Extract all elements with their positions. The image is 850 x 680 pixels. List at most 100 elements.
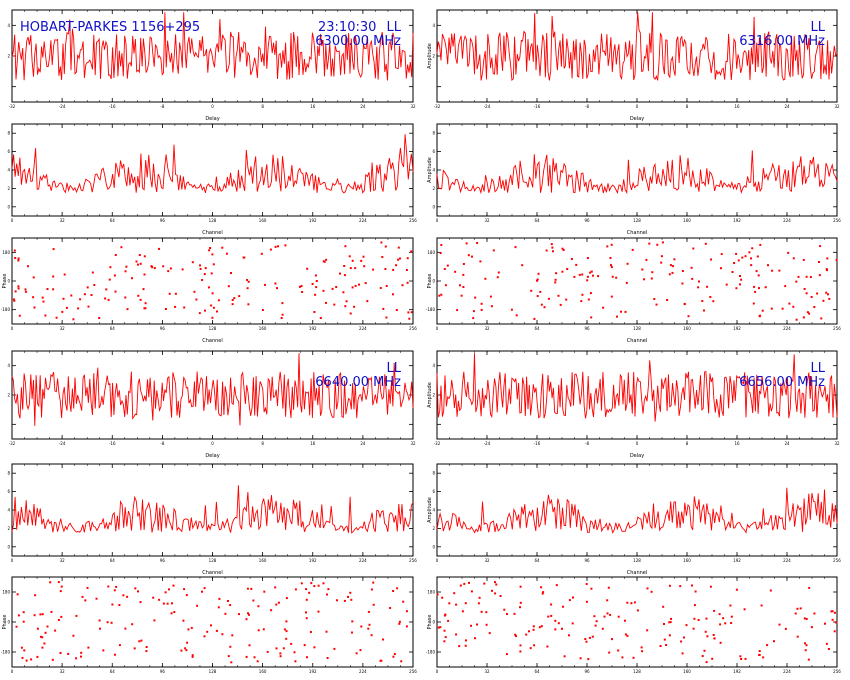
band1-phase-phase-point — [86, 286, 89, 289]
band4-phase-phase-point — [594, 624, 597, 627]
band2-phase-phase-point — [443, 268, 446, 270]
band4-delay-xtick-label: 24 — [784, 441, 790, 446]
band3-phase-phase-point — [305, 598, 308, 601]
band4-phase-phase-point — [662, 605, 665, 608]
band2-phase-phase-point — [440, 293, 443, 296]
band2-phase-phase-point — [645, 258, 648, 261]
band1-phase-phase-point — [167, 270, 170, 273]
band3-phase-phase-point — [293, 651, 296, 654]
band4-phase-ytick-label: 0 — [432, 620, 435, 625]
band1-delay-polarization: LL — [387, 20, 402, 35]
band2-phase-phase-point — [465, 242, 468, 245]
band4-phase-phase-point — [805, 618, 808, 620]
band4-phase-phase-point — [693, 617, 696, 620]
band3-phase-phase-point — [367, 627, 370, 630]
band2-phase-phase-point — [828, 297, 831, 300]
band2-phase-phase-point — [561, 270, 564, 273]
band2-phase-phase-point — [754, 290, 757, 293]
band4-channel-xtick-label: 224 — [783, 558, 791, 563]
band3-phase-xtick-label: 160 — [259, 669, 267, 674]
band1-phase-phase-point — [137, 263, 139, 266]
band3-phase-ytick-label: -180 — [1, 650, 11, 655]
band1-phase-phase-point — [32, 276, 35, 279]
band4-channel-ytick-label: 2 — [432, 526, 435, 531]
band2-phase-phase-point — [820, 317, 823, 320]
band2-phase-phase-point — [521, 264, 524, 267]
band1-phase-phase-point — [407, 311, 410, 314]
band1-phase-panel: 0 32 64 96 128 160 192 224 256 -180 0 180 Channel Pha… — [1, 237, 417, 344]
band2-phase-phase-point — [757, 274, 760, 277]
band4-phase-phase-point — [693, 604, 696, 607]
band4-phase-phase-point — [713, 609, 716, 612]
band1-phase-phase-point — [344, 305, 347, 308]
band3-phase-xtick-label: 224 — [359, 669, 367, 674]
band4-phase-phase-point — [550, 614, 553, 617]
band2-phase-phase-point — [496, 276, 499, 279]
band2-phase-phase-point — [735, 252, 738, 255]
band2-phase-phase-point — [589, 271, 592, 274]
band1-phase-phase-point — [17, 287, 20, 290]
band4-phase-phase-point — [561, 627, 563, 630]
band4-phase-phase-point — [476, 623, 478, 626]
band2-phase-phase-point — [660, 261, 663, 264]
band2-phase-phase-point — [805, 292, 808, 295]
band3-phase-phase-point — [86, 586, 89, 589]
band2-phase-xtick-label: 0 — [436, 326, 439, 331]
band1-phase-phase-point — [70, 294, 73, 297]
band3-phase-phase-point — [115, 585, 118, 588]
band3-phase-phase-point — [392, 590, 395, 592]
band3-channel-xtick-label: 64 — [110, 558, 116, 563]
band4-phase-phase-point — [461, 610, 464, 613]
band2-channel-frame — [436, 123, 838, 217]
band4-phase-phase-point — [762, 656, 765, 659]
band3-phase-phase-point — [279, 655, 282, 658]
band1-phase-xtick-label: 96 — [160, 326, 166, 331]
band1-phase-phase-point — [395, 264, 398, 267]
band3-phase-phase-point — [282, 647, 285, 650]
band4-phase-phase-point — [830, 610, 833, 613]
band4-phase-phase-point — [670, 617, 672, 620]
band1-channel-panel: 0 32 64 96 128 160 192 224 256 0 2 4 6 8 Channel — [7, 123, 417, 236]
band4-phase-phase-point — [691, 584, 693, 587]
band1-phase-phase-point — [150, 265, 153, 268]
band3-phase-phase-point — [283, 628, 286, 631]
band2-phase-phase-point — [795, 280, 798, 283]
band1-phase-xlabel: Channel — [202, 338, 223, 344]
band4-phase-phase-point — [532, 625, 535, 628]
band3-channel-xlabel: Channel — [202, 570, 223, 576]
band1-phase-phase-point — [366, 300, 369, 303]
band1-phase-phase-point — [372, 268, 375, 271]
band4-phase-phase-point — [705, 661, 708, 664]
band3-phase-phase-point — [168, 588, 170, 591]
band2-phase-phase-point — [565, 298, 568, 301]
band3-phase-phase-point — [322, 582, 325, 585]
band4-phase-phase-point — [804, 649, 807, 652]
band3-delay-frequency: 6640.00 MHz — [315, 375, 401, 390]
band3-phase-phase-point — [187, 628, 190, 631]
band4-channel-panel: 0 32 64 96 128 160 192 224 256 0 2 4 6 8 Channel Amplit… — [427, 463, 841, 576]
band2-phase-phase-point — [610, 264, 612, 267]
band3-phase-phase-point — [111, 603, 114, 606]
band4-channel-xtick-label: 0 — [436, 558, 439, 563]
band1-phase-xtick-label: 32 — [60, 326, 66, 331]
band3-phase-phase-point — [36, 627, 39, 630]
band3-delay-xtick-label: -24 — [59, 441, 66, 446]
band2-phase-phase-point — [586, 257, 589, 259]
band3-phase-phase-point — [290, 642, 293, 645]
band4-phase-phase-point — [579, 657, 582, 660]
band1-phase-phase-point — [281, 313, 284, 316]
band4-phase-phase-point — [718, 613, 721, 616]
band3-phase-phase-point — [34, 594, 37, 597]
band3-phase-phase-point — [33, 614, 36, 617]
band1-phase-phase-point — [107, 298, 110, 301]
band3-phase-phase-point — [263, 590, 266, 593]
band1-phase-phase-point — [274, 245, 277, 248]
band4-phase-phase-point — [665, 644, 668, 646]
band2-phase-phase-point — [536, 279, 538, 282]
band1-phase-phase-point — [125, 265, 128, 268]
band2-channel-ytick-label: 4 — [432, 168, 435, 173]
band2-phase-phase-point — [758, 287, 760, 290]
band2-phase-phase-point — [681, 282, 684, 285]
